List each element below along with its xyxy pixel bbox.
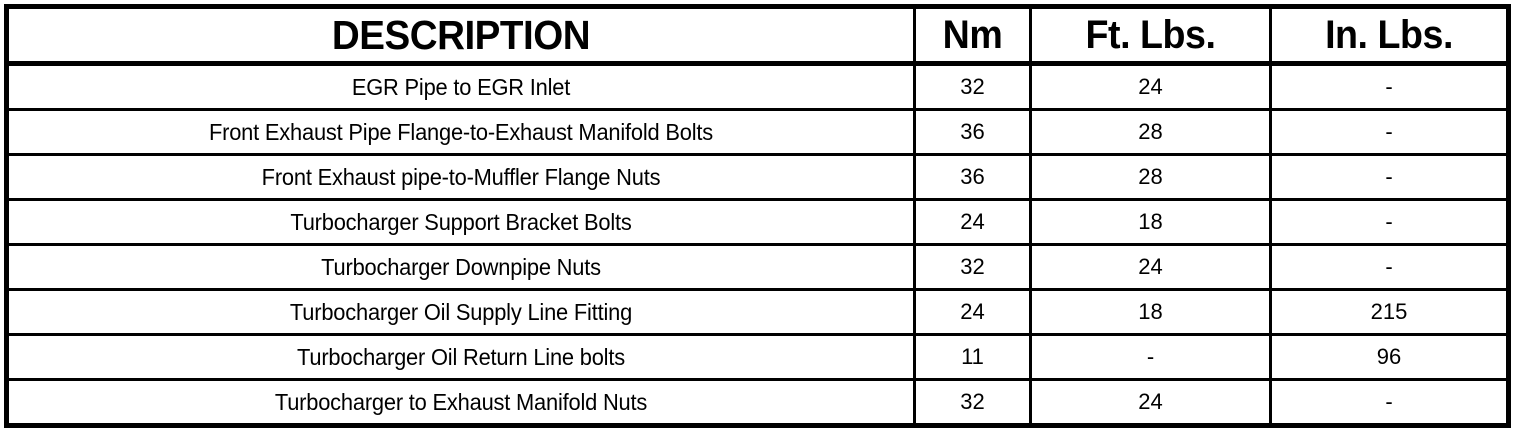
cell-nm: 11 <box>913 333 1032 381</box>
cell-description-text: Turbocharger Oil Return Line bolts <box>297 344 625 370</box>
table-header-row: DESCRIPTION Nm Ft. Lbs. In. Lbs. <box>6 6 1509 66</box>
cell-nm-text: 24 <box>960 299 985 324</box>
table-body: EGR Pipe to EGR Inlet 32 24 - Front Exha… <box>6 62 1509 426</box>
column-header-ft-lbs-label: Ft. Lbs. <box>1085 13 1216 57</box>
cell-ft-lbs: 28 <box>1029 153 1272 201</box>
column-header-nm: Nm <box>913 6 1032 66</box>
cell-in-lbs-text: - <box>1385 74 1393 99</box>
cell-ft-lbs: 24 <box>1029 62 1272 111</box>
table-row: Turbocharger to Exhaust Manifold Nuts 32… <box>6 378 1509 426</box>
torque-specification-table: DESCRIPTION Nm Ft. Lbs. In. Lbs. EGR Pip… <box>4 4 1511 428</box>
cell-in-lbs-text: - <box>1385 254 1393 279</box>
cell-description-text: Turbocharger to Exhaust Manifold Nuts <box>274 389 648 415</box>
table-row: Turbocharger Support Bracket Bolts 24 18… <box>6 198 1509 246</box>
cell-nm-text: 24 <box>960 209 985 234</box>
cell-ft-lbs-text: 24 <box>1138 74 1163 99</box>
cell-description: Front Exhaust Pipe Flange-to-Exhaust Man… <box>6 108 916 156</box>
cell-nm: 32 <box>913 378 1032 426</box>
cell-nm: 24 <box>913 198 1032 246</box>
column-header-description-label: DESCRIPTION <box>331 12 591 58</box>
cell-nm-text: 32 <box>960 254 985 279</box>
cell-description-text: Turbocharger Downpipe Nuts <box>321 254 601 280</box>
cell-nm: 32 <box>913 243 1032 291</box>
cell-nm-text: 36 <box>960 164 985 189</box>
table-header: DESCRIPTION Nm Ft. Lbs. In. Lbs. <box>6 6 1509 66</box>
cell-description: Turbocharger Oil Supply Line Fitting <box>6 288 916 336</box>
cell-in-lbs-text: - <box>1385 209 1393 234</box>
cell-ft-lbs: 18 <box>1029 198 1272 246</box>
table-row: Front Exhaust Pipe Flange-to-Exhaust Man… <box>6 108 1509 156</box>
cell-in-lbs: - <box>1269 108 1509 156</box>
column-header-in-lbs: In. Lbs. <box>1269 6 1509 66</box>
cell-nm: 32 <box>913 62 1032 111</box>
cell-ft-lbs-text: 18 <box>1138 209 1163 234</box>
cell-in-lbs-text: 215 <box>1370 299 1408 324</box>
table-row: Front Exhaust pipe-to-Muffler Flange Nut… <box>6 153 1509 201</box>
column-header-ft-lbs: Ft. Lbs. <box>1029 6 1272 66</box>
cell-description-text: Front Exhaust pipe-to-Muffler Flange Nut… <box>261 164 661 190</box>
cell-nm-text: 32 <box>960 389 985 414</box>
table-row: EGR Pipe to EGR Inlet 32 24 - <box>6 62 1509 111</box>
cell-ft-lbs-text: 24 <box>1138 389 1163 414</box>
cell-ft-lbs: 24 <box>1029 243 1272 291</box>
cell-ft-lbs: 28 <box>1029 108 1272 156</box>
torque-specification-table-container: DESCRIPTION Nm Ft. Lbs. In. Lbs. EGR Pip… <box>4 4 1511 428</box>
cell-description: Turbocharger Downpipe Nuts <box>6 243 916 291</box>
cell-nm-text: 36 <box>960 119 985 144</box>
cell-description: Turbocharger Oil Return Line bolts <box>6 333 916 381</box>
cell-ft-lbs: - <box>1029 333 1272 381</box>
cell-in-lbs: - <box>1269 378 1509 426</box>
cell-description-text: Turbocharger Oil Supply Line Fitting <box>289 299 633 325</box>
cell-in-lbs-text: 96 <box>1376 344 1402 369</box>
cell-nm-text: 11 <box>961 344 984 369</box>
cell-nm-text: 32 <box>960 74 985 99</box>
cell-description: Front Exhaust pipe-to-Muffler Flange Nut… <box>6 153 916 201</box>
cell-nm: 36 <box>913 108 1032 156</box>
column-header-description: DESCRIPTION <box>6 6 916 66</box>
cell-ft-lbs-text: 28 <box>1138 119 1163 144</box>
cell-ft-lbs-text: 18 <box>1138 299 1163 324</box>
cell-in-lbs: - <box>1269 153 1509 201</box>
cell-ft-lbs: 18 <box>1029 288 1272 336</box>
cell-ft-lbs-text: 28 <box>1138 164 1163 189</box>
cell-description-text: EGR Pipe to EGR Inlet <box>351 74 571 100</box>
cell-description-text: Front Exhaust Pipe Flange-to-Exhaust Man… <box>208 119 714 145</box>
cell-nm: 24 <box>913 288 1032 336</box>
cell-in-lbs-text: - <box>1385 119 1393 144</box>
cell-description-text: Turbocharger Support Bracket Bolts <box>290 209 632 235</box>
table-row: Turbocharger Oil Return Line bolts 11 - … <box>6 333 1509 381</box>
cell-in-lbs-text: - <box>1385 164 1393 189</box>
cell-in-lbs-text: - <box>1385 389 1393 414</box>
cell-description: Turbocharger to Exhaust Manifold Nuts <box>6 378 916 426</box>
column-header-nm-label: Nm <box>942 13 1003 57</box>
cell-in-lbs: - <box>1269 198 1509 246</box>
cell-in-lbs: - <box>1269 62 1509 111</box>
cell-in-lbs: - <box>1269 243 1509 291</box>
cell-nm: 36 <box>913 153 1032 201</box>
cell-in-lbs: 96 <box>1269 333 1509 381</box>
cell-ft-lbs-text: - <box>1146 344 1155 369</box>
column-header-in-lbs-label: In. Lbs. <box>1325 13 1453 57</box>
table-row: Turbocharger Downpipe Nuts 32 24 - <box>6 243 1509 291</box>
cell-in-lbs: 215 <box>1269 288 1509 336</box>
cell-description: EGR Pipe to EGR Inlet <box>6 62 916 111</box>
cell-description: Turbocharger Support Bracket Bolts <box>6 198 916 246</box>
cell-ft-lbs: 24 <box>1029 378 1272 426</box>
cell-ft-lbs-text: 24 <box>1138 254 1163 279</box>
table-row: Turbocharger Oil Supply Line Fitting 24 … <box>6 288 1509 336</box>
